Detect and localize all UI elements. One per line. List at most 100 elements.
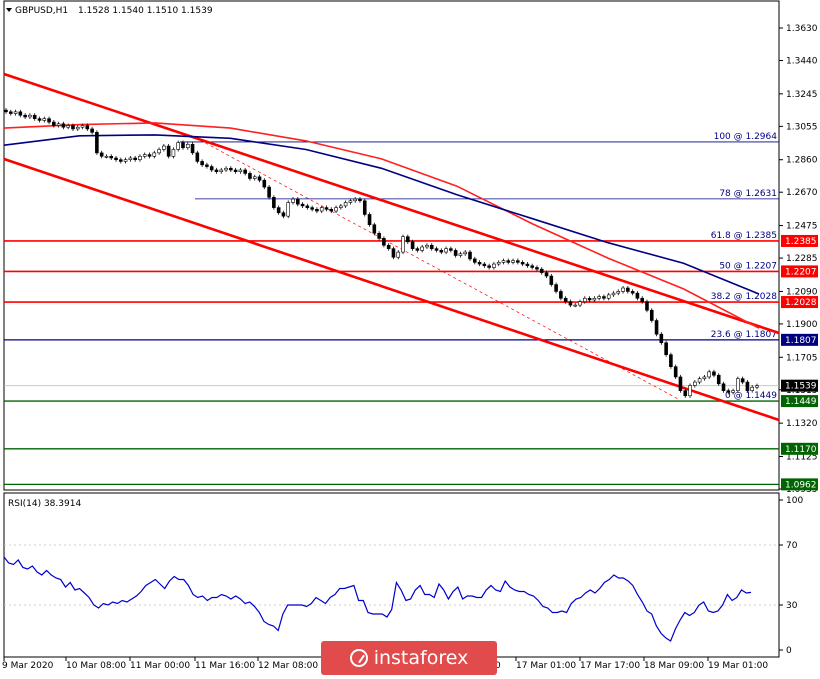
rsi-tick-label: 70 <box>786 541 798 551</box>
candle-body <box>262 179 267 188</box>
fibonacci-label: 61.8 @ 1.2385 <box>711 231 777 241</box>
candles <box>4 108 759 398</box>
candle-body <box>688 385 692 397</box>
candle-body <box>119 159 123 162</box>
candle-body <box>224 167 228 171</box>
candle-body <box>238 169 243 172</box>
candle-body <box>492 263 496 268</box>
price-tick-label: 1.3245 <box>786 90 818 100</box>
candle-body <box>654 320 659 335</box>
chart-ohlc-label: 1.1528 1.1540 1.1510 1.1539 <box>78 6 213 16</box>
candle-body <box>85 125 90 130</box>
candle-body <box>99 152 104 157</box>
candle-body <box>425 244 429 248</box>
candle-body <box>587 297 592 301</box>
candle-body <box>205 164 209 167</box>
level-price-tag-label: 1.2207 <box>785 267 817 277</box>
price-tick-label: 1.2285 <box>786 254 818 264</box>
candle-body <box>582 297 587 302</box>
candle-body <box>726 390 731 393</box>
candle-body <box>635 292 640 299</box>
candle-body <box>104 155 109 158</box>
candle-body <box>602 296 606 299</box>
candle-body <box>128 157 133 161</box>
candle-body <box>420 246 424 251</box>
candle-body <box>286 202 291 217</box>
level-price-tag <box>781 395 818 408</box>
candle-body <box>214 169 219 172</box>
level-price-tag <box>781 442 818 455</box>
candle-body <box>176 142 181 150</box>
price-tick-label: 1.1900 <box>786 320 818 330</box>
price-tick-label: 1.3440 <box>786 57 818 67</box>
time-tick-label: 9 Mar 2020 <box>2 661 54 671</box>
candle-body <box>319 207 324 212</box>
candle-body <box>472 258 477 263</box>
candle-body <box>13 111 18 114</box>
candle-body <box>439 250 444 253</box>
moving-averages <box>3 122 760 329</box>
candle-body <box>267 186 271 198</box>
candle-body <box>630 291 635 294</box>
candle-body <box>592 297 597 301</box>
candle-body <box>276 207 281 214</box>
level-price-tag-label: 1.1807 <box>785 336 817 346</box>
fibonacci-label: 100 @ 1.2964 <box>714 132 778 142</box>
candle-body <box>329 209 334 212</box>
candle-body <box>626 287 630 292</box>
rsi-tick-label: 30 <box>786 601 798 611</box>
candle-body <box>142 154 147 157</box>
candle-body <box>468 251 472 260</box>
candle-body <box>195 152 200 162</box>
horizontal-levels <box>4 240 779 486</box>
candle-body <box>525 263 530 267</box>
check-circle-icon <box>349 649 368 667</box>
time-tick-label: 17 Mar 17:00 <box>580 661 640 671</box>
candle-body <box>458 253 463 256</box>
level-price-tag <box>781 265 818 278</box>
candle-body <box>348 200 353 203</box>
level-price-tag-label: 1.1170 <box>785 445 817 455</box>
trend-lines <box>3 72 780 422</box>
fibonacci-label: 78 @ 1.2631 <box>719 189 777 199</box>
candle-body <box>716 374 721 385</box>
price-tick-label: 1.3055 <box>786 122 818 132</box>
rsi-tick-label: 100 <box>786 496 803 506</box>
candle-body <box>645 301 649 311</box>
candle-body <box>621 287 625 292</box>
channel-upper-line <box>3 72 780 335</box>
candle-body <box>358 198 362 202</box>
candle-body <box>429 244 434 249</box>
candle-body <box>42 118 47 121</box>
candle-body <box>295 198 300 205</box>
candle-body <box>386 244 391 249</box>
candle-body <box>367 214 372 226</box>
candle-body <box>683 390 688 397</box>
candle-body <box>243 169 247 174</box>
dropdown-triangle-icon[interactable] <box>6 8 12 12</box>
channel-lower-line <box>3 157 780 422</box>
time-tick-label: 11 Mar 16:00 <box>195 661 255 671</box>
moving-average-line <box>3 134 760 295</box>
candle-body <box>315 209 319 212</box>
main-pane-frame <box>3 0 780 491</box>
watermark-text: instaforex <box>373 647 469 669</box>
candle-body <box>453 250 458 256</box>
candle-body <box>664 342 668 356</box>
candle-body <box>133 157 137 161</box>
current-price-tag <box>781 379 818 392</box>
candle-body <box>539 268 544 273</box>
candle-body <box>185 144 190 149</box>
candle-body <box>147 154 152 157</box>
candle-body <box>114 157 118 161</box>
candle-body <box>616 291 621 294</box>
price-tick-label: 1.2475 <box>786 222 818 232</box>
candle-body <box>707 371 711 378</box>
candle-body <box>190 144 195 154</box>
candle-body <box>578 301 582 306</box>
candle-body <box>257 176 262 181</box>
candle-body <box>673 366 678 378</box>
candle-body <box>310 207 314 210</box>
candle-body <box>415 248 420 251</box>
